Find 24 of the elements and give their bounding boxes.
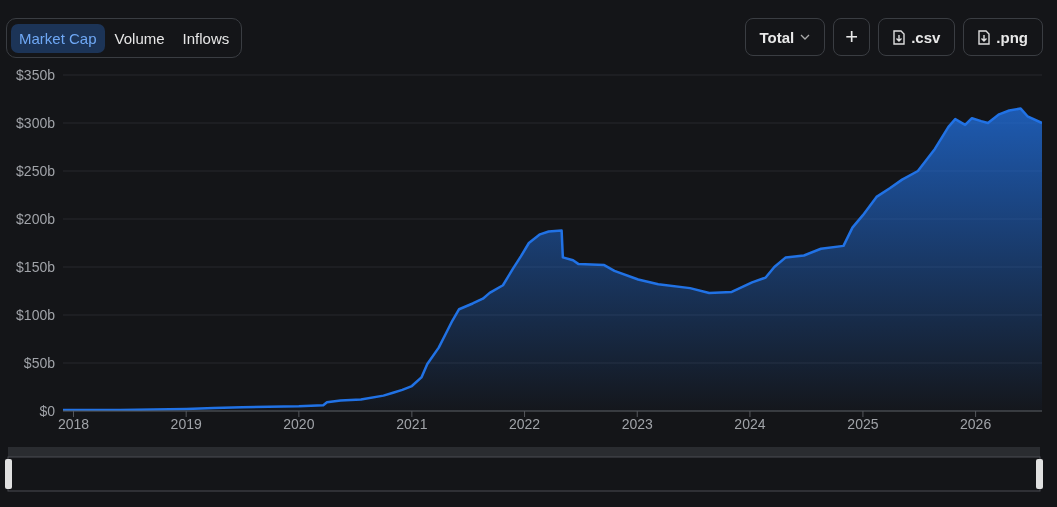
- x-tick-label: 2024: [734, 415, 766, 432]
- text: +: [845, 24, 859, 50]
- y-tick-label: $200b: [16, 210, 56, 227]
- text: Volume: [113, 28, 166, 49]
- x-tick-label: 2023: [621, 415, 654, 432]
- x-tick-label: 2022: [508, 415, 541, 432]
- y-tick-label: $100b: [16, 306, 56, 323]
- y-tick-label: $300b: [16, 114, 56, 131]
- y-tick-label: $350b: [16, 66, 56, 83]
- y-tick-label: $50b: [23, 354, 56, 371]
- y-tick-label: $150b: [16, 258, 56, 275]
- y-tick-label: $250b: [16, 162, 56, 179]
- x-tick-label: 2019: [170, 415, 202, 432]
- text: Total: [759, 28, 795, 46]
- text: Market Cap: [11, 23, 105, 53]
- y-tick-label: $0: [39, 402, 56, 419]
- text: .png: [996, 28, 1028, 46]
- x-tick-label: 2021: [396, 415, 428, 432]
- x-tick-label: 2026: [960, 415, 992, 432]
- x-tick-label: 2025: [847, 415, 879, 432]
- text: .csv: [911, 28, 941, 46]
- x-tick-label: 2018: [57, 415, 90, 432]
- x-tick-label: 2020: [283, 415, 315, 432]
- text: Inflows: [181, 28, 231, 49]
